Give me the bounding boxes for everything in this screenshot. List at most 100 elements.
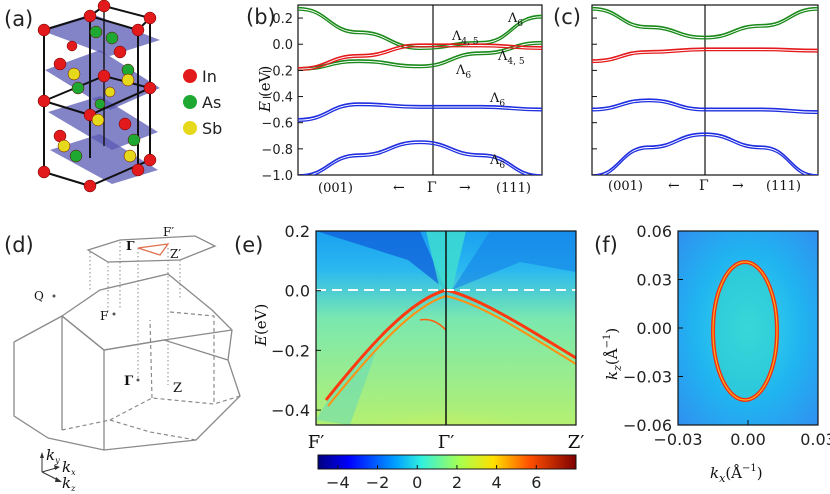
xlabels-c: (001) ← Γ → (111) — [608, 178, 801, 194]
legend-sb: Sb — [202, 119, 222, 138]
point-q — [52, 294, 56, 298]
ytick-label-f: −0.03 — [623, 368, 672, 387]
annot-lambda6-top: Λ6 — [507, 11, 523, 29]
bulk-bz: Q F Γ Z — [13, 273, 241, 451]
colorbar-e: −4 −2 0 2 4 6 — [317, 454, 577, 492]
ytick-label-b: 0.0 — [272, 38, 293, 53]
xtick-label-f: −0.03 — [653, 430, 702, 449]
cbar-tick-label: 4 — [492, 473, 502, 492]
colorbar — [317, 454, 577, 470]
ytick-label-f: 0.06 — [636, 222, 672, 241]
ylabel-e: E(eV) — [252, 304, 270, 347]
band-red-1-split — [592, 50, 818, 64]
panel-label-d: (d) — [4, 233, 34, 257]
cbar-tick-label: 0 — [412, 473, 422, 492]
label-f: F — [100, 309, 108, 323]
ytick-label-b: −0.6 — [261, 117, 293, 132]
panel-label-e: (e) — [234, 233, 263, 257]
axis-kx: kx — [62, 458, 76, 477]
surface-bz: Γ Z′ F′ — [86, 225, 217, 263]
xlabel-c-gamma: Γ — [699, 178, 709, 194]
band-blue-2-split — [602, 135, 808, 175]
ytick-label-f: 0.00 — [636, 319, 672, 338]
k-axes: ky kx kz — [40, 446, 76, 493]
ytick-label-b: −0.8 — [261, 143, 293, 158]
band-blue-2 — [298, 140, 542, 175]
xticks-f: −0.03 0.00 0.03 — [653, 420, 830, 449]
band-green-1-split — [298, 9, 542, 50]
label-z-prime: Z′ — [170, 247, 181, 261]
xlabel-b-right: (111) — [496, 181, 531, 196]
band-blue-2 — [592, 132, 818, 175]
crystal-legend: In As Sb — [183, 67, 222, 138]
panel-label-b: (b) — [246, 5, 276, 29]
band-red-1 — [298, 43, 542, 69]
xlabel-c-arrow-left: ← — [668, 178, 680, 194]
band-green-1-split — [592, 9, 818, 40]
annot-lambda45-top: Λ4, 5 — [451, 29, 479, 47]
ytick-label-e: 0.2 — [285, 222, 310, 241]
ytick-label-f: −0.06 — [623, 416, 672, 435]
surface-bz-path — [137, 243, 170, 256]
bands-b — [298, 6, 542, 175]
annot-lambda6-mid: Λ6 — [455, 63, 471, 81]
ytick-label-e: 0.0 — [285, 282, 310, 301]
band-blue-2-split — [311, 142, 529, 175]
xticks-e: F′ Γ′ Z′ — [308, 432, 585, 453]
xtick-label-e: Z′ — [568, 432, 585, 453]
panel-e: (e) 0.2 0.0 −0.2 −0.4 E(eV) F′ Γ′ Z′ −4 −2 0 2 4 6 — [234, 222, 585, 492]
annot-lambda6-blue1: Λ6 — [489, 91, 505, 109]
annot-lambda45-right: Λ4, 5 — [497, 49, 525, 67]
cbar-tick-label: −2 — [366, 473, 390, 492]
ytick-label-b: 0.2 — [272, 12, 293, 27]
panel-d: (d) Γ Z′ F′ Q — [4, 225, 241, 493]
band-green-2 — [298, 40, 542, 69]
panel-a: (a) — [4, 0, 222, 193]
label-f-prime: F′ — [163, 225, 174, 239]
panel-label-c: (c) — [553, 5, 581, 29]
xlabel-c-arrow-right: → — [732, 178, 744, 194]
ytick-label-f: 0.03 — [636, 271, 672, 290]
band-green-1 — [592, 6, 818, 38]
panel-label-f: (f) — [594, 233, 618, 257]
label-gamma: Γ — [124, 374, 134, 389]
annot-lambda6-blue2: Λ6 — [489, 153, 505, 171]
antimony-atoms — [57, 67, 137, 163]
xtick-label-e: F′ — [308, 432, 325, 453]
cbar-tick-label: 2 — [452, 473, 462, 492]
point-f — [112, 312, 116, 316]
projection-lines — [89, 242, 181, 385]
band-blue-1-split — [592, 101, 818, 115]
band-blue-1-split — [298, 104, 542, 122]
xlabel-c-left: (001) — [608, 179, 643, 194]
panel-f: (f) 0.060.030.00−0.03−0.06 −0.030.000.03… — [594, 222, 830, 485]
ylabel-b: E(eV) — [256, 66, 274, 113]
band-green-2-split — [298, 43, 542, 71]
point-gamma — [136, 378, 140, 382]
atoms — [37, 0, 157, 193]
ytick-label-b: −1.0 — [261, 169, 293, 184]
xlabel-b-left: (001) — [318, 181, 353, 196]
label-z: Z — [173, 381, 182, 396]
legend-in: In — [202, 67, 217, 86]
xtick-label-f: 0.03 — [800, 430, 830, 449]
ytick-label-e: −0.2 — [271, 341, 310, 360]
arsenic-atoms — [69, 25, 141, 163]
xlabel-b-arrow-left: ← — [393, 180, 405, 196]
legend-as: As — [202, 93, 221, 112]
panel-label-a: (a) — [4, 7, 33, 31]
annotations-b: Λ4, 5 Λ6 Λ4, 5 Λ6 Λ6 Λ6 — [451, 11, 525, 171]
xlabel-f: kx(Å−1) — [710, 463, 763, 485]
band-red-1-split — [298, 46, 542, 71]
band-blue-1 — [592, 98, 818, 112]
legend-as-dot — [183, 95, 197, 109]
indium-atoms — [37, 0, 157, 193]
colorbar-ticks: −4 −2 0 2 4 6 — [326, 465, 541, 492]
axis-ky: ky — [46, 446, 60, 465]
panel-b: (b) 0.2 0.0 −0.2 −0.4 −0.6 −0.8 −1.0 E(eV) (00… — [246, 4, 543, 196]
band-green-1 — [298, 6, 542, 48]
band-blue-1 — [298, 102, 542, 120]
xlabels-b: (001) ← Γ → (111) — [318, 180, 531, 196]
xtick-label-f: 0.00 — [730, 430, 766, 449]
